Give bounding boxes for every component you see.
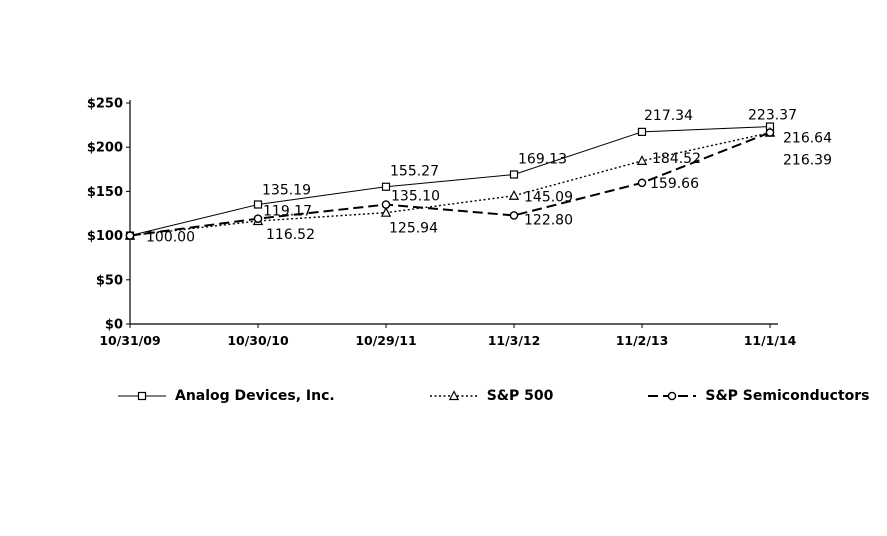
point-label: 155.27 <box>390 164 439 180</box>
x-axis-tick-label: 11/2/13 <box>616 333 669 348</box>
point-label: 217.34 <box>644 108 693 124</box>
series-0-marker <box>253 200 263 209</box>
x-axis-tick-label: 10/30/10 <box>227 333 289 348</box>
solid-line-square-marker-icon <box>118 391 166 401</box>
series-line-0 <box>129 126 771 237</box>
point-label: 122.80 <box>524 212 573 228</box>
x-axis-tick-label: 10/29/11 <box>355 333 416 348</box>
x-axis-tick-label: 11/1/14 <box>744 333 797 348</box>
point-label: 135.10 <box>391 189 440 205</box>
x-axis-tick-label: 11/3/12 <box>488 333 541 348</box>
point-label: 100.00 <box>146 230 195 246</box>
y-axis-tick-label: $50 <box>96 273 123 288</box>
legend-label-analog-devices: Analog Devices, Inc. <box>175 388 335 404</box>
dotted-line-triangle-marker-icon <box>429 390 478 401</box>
point-label: 216.39 <box>783 153 832 169</box>
series-1-marker <box>380 206 392 217</box>
point-label: 159.66 <box>650 176 699 192</box>
series-2-marker <box>125 231 135 240</box>
series-1-marker <box>508 189 520 200</box>
series-line-2 <box>129 131 771 237</box>
y-axis-tick-label: $250 <box>87 97 123 112</box>
series-0-marker <box>637 127 647 136</box>
x-axis-tick-label: 10/31/09 <box>99 333 160 348</box>
point-label: 184.52 <box>652 151 701 167</box>
y-axis-tick-label: $200 <box>87 141 123 156</box>
point-label: 125.94 <box>389 221 438 237</box>
series-2-marker <box>509 211 519 220</box>
series-line-1 <box>129 132 771 237</box>
point-label: 223.37 <box>748 108 797 124</box>
legend-label-sp-semiconductors: S&P Semiconductors <box>705 388 870 404</box>
dashed-line-circle-marker-icon <box>648 391 697 401</box>
series-0-marker <box>509 170 519 179</box>
point-label: 135.19 <box>262 182 311 198</box>
performance-line-chart: $0 $50 $100 $150 $200 $250 10/31/09 10/30/10 10/… <box>87 97 832 349</box>
y-axis-tick-label: $0 <box>105 318 123 333</box>
series-2-marker <box>381 200 391 209</box>
point-label: 169.13 <box>518 151 567 167</box>
series-0-marker <box>381 182 391 191</box>
point-label: 216.64 <box>783 130 832 146</box>
point-label: 116.52 <box>266 227 315 243</box>
series-2-marker <box>637 178 647 188</box>
point-label: 119.17 <box>263 204 312 220</box>
y-axis-tick-label: $150 <box>87 185 123 200</box>
series-2-marker <box>765 128 775 137</box>
legend-label-sp500: S&P 500 <box>486 388 554 404</box>
chart-legend: Analog Devices, Inc. S&P 500 S&P Semicon… <box>118 388 870 404</box>
legend-item-sp500: S&P 500 <box>429 388 554 404</box>
point-label: 145.09 <box>524 190 573 206</box>
series-2-marker <box>253 214 263 223</box>
legend-item-sp-semiconductors: S&P Semiconductors <box>648 388 870 404</box>
legend-item-analog-devices: Analog Devices, Inc. <box>118 388 335 404</box>
y-axis-tick-label: $100 <box>87 229 123 244</box>
series-1-marker <box>636 155 648 165</box>
